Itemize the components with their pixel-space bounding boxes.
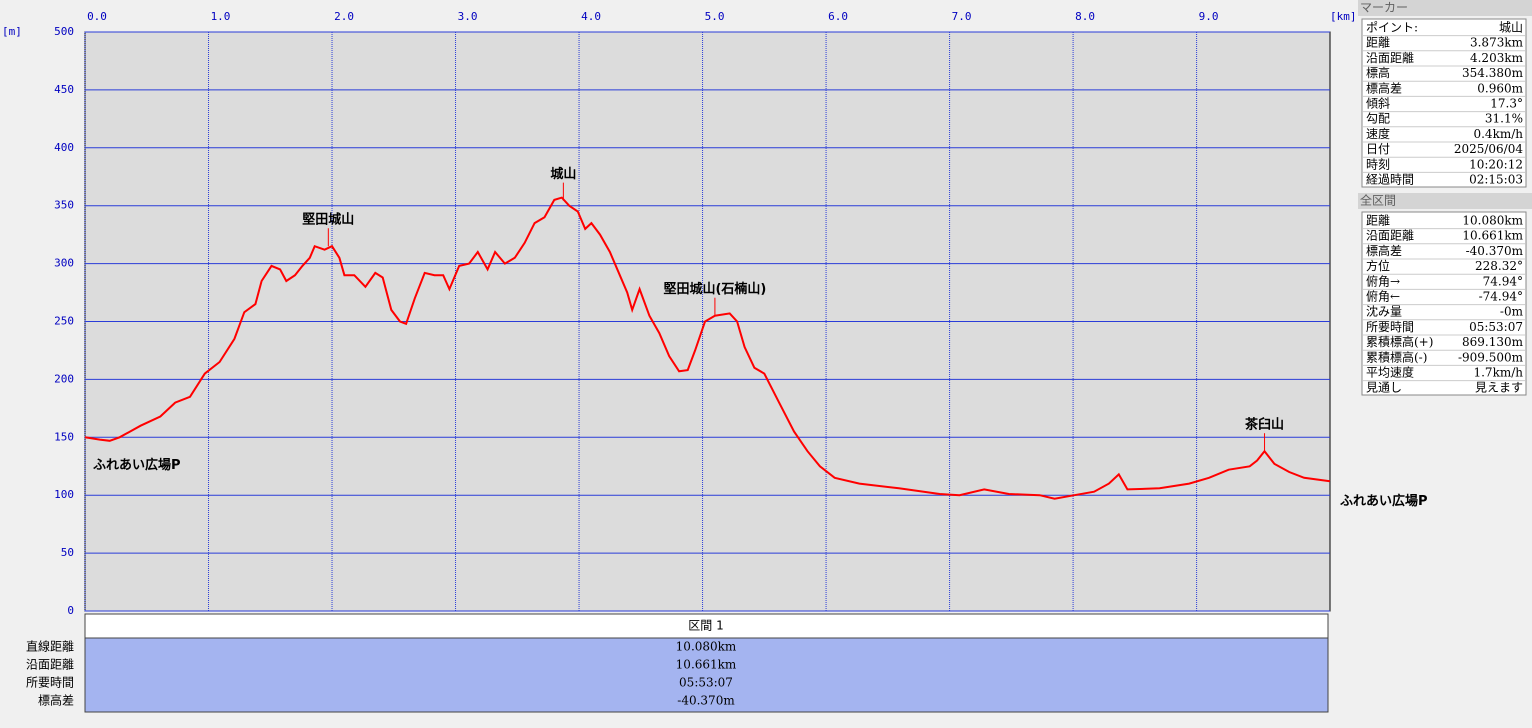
annotation: 堅田城山(石楠山): [663, 281, 766, 297]
row-label: 標高: [1366, 65, 1390, 80]
section-row-value: 10.661km: [676, 658, 737, 672]
section-row-value: 05:53:07: [679, 676, 733, 690]
section-row-value: -40.370m: [677, 694, 735, 708]
row-value: 17.3°: [1490, 97, 1523, 111]
row-label: 見通し: [1366, 381, 1402, 395]
row-value: -0m: [1500, 305, 1524, 319]
x-tick-label: 8.0: [1075, 10, 1095, 23]
row-label: ポイント:: [1366, 21, 1418, 35]
row-label: 標高差: [1366, 243, 1402, 258]
section-row-label: 標高差: [38, 693, 74, 708]
row-value: 74.94°: [1483, 274, 1523, 288]
row-value: -909.500m: [1458, 350, 1524, 364]
y-tick-label: 350: [54, 199, 74, 212]
x-tick-label: 2.0: [334, 10, 354, 23]
y-unit: [m]: [2, 25, 22, 38]
row-value: 10:20:12: [1469, 157, 1523, 171]
row-value: 0.960m: [1477, 81, 1523, 95]
total-header: [1358, 193, 1532, 209]
annotation: 堅田城山: [302, 212, 354, 228]
row-label: 傾斜: [1366, 97, 1390, 111]
row-value: -40.370m: [1466, 244, 1524, 258]
y-tick-label: 150: [54, 430, 74, 443]
row-value: 31.1%: [1485, 112, 1523, 126]
plot: 0 50 100 150 200 250 300 350 400 450 500 0.0 1.0 2.0 3…: [54, 10, 1427, 617]
x-tick-label: 7.0: [952, 10, 972, 23]
row-label: 所要時間: [1366, 320, 1414, 334]
x-tick-label: 6.0: [828, 10, 848, 23]
row-label: 標高差: [1366, 80, 1402, 95]
y-tick-label: 300: [54, 257, 74, 270]
x-tick-label: 4.0: [581, 10, 601, 23]
row-label: 俯角→: [1366, 273, 1400, 288]
section-row-value: 10.080km: [676, 640, 737, 654]
y-tick-label: 400: [54, 141, 74, 154]
row-label: 累積標高(-): [1366, 349, 1427, 364]
row-label: 俯角←: [1366, 289, 1400, 304]
elevation-line: [84, 196, 1331, 500]
section-header: 区間 1: [688, 619, 723, 633]
row-label: 距離: [1366, 214, 1390, 228]
row-value: 02:15:03: [1469, 173, 1523, 187]
annotation: ふれあい広場P: [1340, 493, 1428, 509]
section-header-box: [84, 613, 1329, 639]
row-label: 沿面距離: [1366, 51, 1414, 65]
y-tick-label: 100: [54, 488, 74, 501]
row-value: 3.873km: [1470, 36, 1524, 50]
section-body: [84, 637, 1329, 713]
row-label: 距離: [1366, 36, 1390, 50]
row-value: 1.7km/h: [1473, 366, 1523, 380]
row-value: 0.4km/h: [1473, 127, 1523, 141]
row-label: 速度: [1366, 126, 1390, 141]
row-label: 勾配: [1366, 112, 1390, 126]
marker-box: [1361, 18, 1527, 188]
row-label: 日付: [1366, 142, 1390, 156]
x-tick-label: 9.0: [1199, 10, 1219, 23]
row-value: 228.32°: [1475, 259, 1523, 273]
annotation: 城山: [550, 166, 576, 182]
x-tick-label: 5.0: [705, 10, 725, 23]
row-label: 沈み量: [1366, 304, 1402, 319]
section-row-label: 沿面距離: [26, 658, 74, 672]
total-box: [1361, 211, 1527, 396]
marker-header: [1358, 0, 1532, 16]
row-label: 平均速度: [1366, 365, 1414, 380]
y-tick-label: 0: [67, 604, 74, 617]
row-value: 869.130m: [1462, 335, 1524, 349]
marker-title: マーカー: [1360, 1, 1408, 15]
row-label: 経過時間: [1366, 173, 1414, 187]
row-label: 沿面距離: [1366, 229, 1414, 243]
row-value: 見えます: [1475, 381, 1523, 395]
row-value: 城山: [1499, 21, 1523, 35]
row-label: 時刻: [1366, 157, 1390, 171]
section-row-label: 直線距離: [26, 639, 74, 654]
row-value: 354.380m: [1462, 66, 1524, 80]
y-tick-label: 200: [54, 372, 74, 385]
section-row-label: 所要時間: [26, 676, 74, 690]
x-tick-label: 3.0: [458, 10, 478, 23]
row-value: 10.080km: [1462, 214, 1523, 228]
y-tick-label: 500: [54, 25, 74, 38]
y-tick-label: 50: [61, 546, 74, 559]
x-tick-label: 0.0: [87, 10, 107, 23]
x-unit: [km]: [1330, 10, 1357, 23]
y-tick-label: 450: [54, 83, 74, 96]
annotation: ふれあい広場P: [93, 457, 181, 473]
total-title: 全区間: [1360, 193, 1396, 208]
row-value: 4.203km: [1470, 51, 1524, 65]
row-value: 10.661km: [1462, 229, 1523, 243]
annotation: 茶臼山: [1245, 417, 1284, 433]
row-value: 05:53:07: [1469, 320, 1523, 334]
row-label: 累積標高(+): [1366, 334, 1433, 349]
y-tick-label: 250: [54, 315, 74, 328]
row-label: 方位: [1366, 258, 1390, 273]
row-value: 2025/06/04: [1454, 142, 1524, 156]
row-value: -74.94°: [1479, 290, 1523, 304]
x-tick-label: 1.0: [211, 10, 231, 23]
